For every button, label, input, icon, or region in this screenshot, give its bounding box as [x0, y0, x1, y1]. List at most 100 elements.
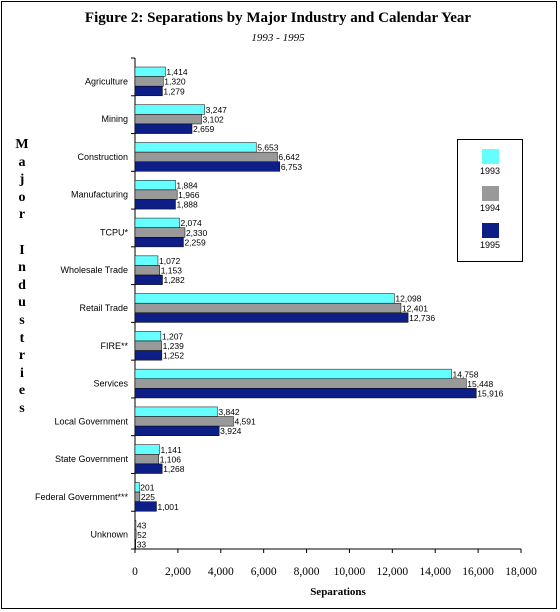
- data-label: 3,924: [220, 426, 242, 436]
- x-tick-label: 10,000: [334, 566, 366, 578]
- data-label: 1,207: [162, 331, 184, 341]
- data-label: 1,414: [166, 67, 188, 77]
- data-label: 2,330: [186, 228, 208, 238]
- bar-1994: [134, 114, 202, 125]
- x-tick-label: 0: [132, 566, 138, 578]
- legend-label: 1993: [479, 166, 501, 176]
- chart-subtitle: 1993 - 1995: [251, 32, 305, 44]
- data-label: 1,282: [163, 275, 185, 285]
- bar-1994: [134, 227, 186, 238]
- y-axis-label-letter: o: [18, 189, 26, 205]
- bar-1995: [134, 312, 409, 323]
- bar-1994: [134, 378, 467, 389]
- bar-1995: [134, 425, 220, 436]
- bar-1995: [134, 463, 163, 474]
- data-label: 12,401: [402, 303, 428, 313]
- data-label: 1,106: [160, 454, 182, 464]
- data-label: 33: [137, 540, 147, 550]
- y-axis-label-letter: e: [18, 383, 26, 399]
- x-axis-label: Separations: [310, 586, 366, 598]
- bar-1994: [134, 302, 402, 314]
- category-label: Unknown: [90, 530, 128, 540]
- data-label: 3,247: [206, 105, 228, 115]
- data-label: 12,098: [395, 294, 421, 304]
- x-tick-label: 6,000: [251, 566, 277, 578]
- bar-1993: [134, 444, 160, 455]
- bar-1995: [134, 123, 193, 134]
- legend-label: 1995: [479, 240, 501, 250]
- data-label: 1,153: [161, 266, 183, 276]
- y-axis-label-letter: t: [19, 330, 25, 346]
- y-axis-label-letter: I: [19, 242, 25, 258]
- data-label: 52: [137, 530, 147, 540]
- data-label: 43: [137, 520, 147, 530]
- y-axis-label-letter: r: [18, 207, 26, 223]
- data-label: 1,141: [160, 445, 182, 455]
- data-label: 1,239: [163, 341, 185, 351]
- legend-item: 1993: [458, 149, 522, 176]
- data-label: 2,074: [180, 218, 202, 228]
- bar-1993: [134, 180, 176, 191]
- bar-1993: [134, 293, 395, 304]
- legend-item: 1994: [458, 186, 522, 213]
- y-axis-label-letter: u: [18, 295, 26, 311]
- bar-1995: [134, 539, 136, 550]
- legend-label: 1994: [479, 203, 501, 213]
- category-label: Federal Government***: [35, 492, 129, 502]
- legend-swatch: [481, 186, 499, 201]
- data-label: 2,259: [184, 237, 206, 247]
- bar-1995: [134, 350, 163, 361]
- bar-1994: [134, 265, 160, 276]
- y-axis-label-letter: a: [18, 154, 26, 170]
- category-label: Mining: [101, 114, 128, 124]
- bar-1995: [134, 274, 163, 285]
- bar-1995: [134, 199, 176, 210]
- bar-1995: [134, 388, 477, 399]
- y-axis-label-letter: M: [15, 137, 29, 152]
- data-label: 2,659: [193, 124, 215, 134]
- data-label: 1,884: [176, 180, 198, 190]
- bar-1995: [134, 237, 184, 248]
- bar-1993: [134, 406, 218, 417]
- data-label: 1,320: [164, 77, 186, 87]
- chart-title: Figure 2: Separations by Major Industry …: [84, 10, 472, 26]
- category-label: FIRE**: [100, 341, 128, 351]
- x-tick-label: 4,000: [208, 566, 234, 578]
- y-axis-label-letter: r: [18, 348, 26, 364]
- legend-item: 1995: [458, 223, 522, 250]
- data-label: 1,268: [163, 464, 185, 474]
- bar-1993: [134, 217, 180, 228]
- data-label: 6,753: [281, 162, 303, 172]
- bar-1994: [134, 529, 137, 540]
- bar-1993: [134, 519, 137, 531]
- category-label: Local Government: [54, 416, 128, 426]
- x-tick-label: 14,000: [419, 566, 451, 578]
- bar-1994: [134, 454, 159, 465]
- bar-1993: [134, 142, 257, 153]
- x-tick-label: 2,000: [165, 566, 191, 578]
- category-label: Retail Trade: [79, 303, 128, 313]
- bar-1993: [134, 255, 159, 266]
- y-axis-label-letter: j: [19, 172, 25, 188]
- data-label: 3,842: [218, 407, 240, 417]
- chart-legend: 1993 1994 1995: [457, 139, 523, 262]
- data-label: 1,279: [163, 86, 185, 96]
- bar-1994: [134, 491, 141, 502]
- category-label: TCPU*: [100, 227, 128, 237]
- legend-swatch: [481, 223, 499, 238]
- data-label: 1,072: [159, 256, 181, 266]
- y-axis-label-letter: d: [18, 277, 26, 293]
- category-label: Wholesale Trade: [60, 265, 128, 275]
- bar-1993: [134, 104, 205, 115]
- x-tick-label: 16,000: [462, 566, 494, 578]
- bar-1993: [134, 482, 140, 493]
- bar-1995: [134, 161, 281, 172]
- data-label: 12,736: [409, 313, 435, 323]
- category-label: Construction: [77, 152, 128, 162]
- data-label: 201: [140, 483, 154, 493]
- bar-1995: [134, 501, 157, 512]
- bar-1993: [134, 66, 166, 77]
- data-label: 15,916: [477, 388, 503, 398]
- category-label: State Government: [55, 454, 129, 464]
